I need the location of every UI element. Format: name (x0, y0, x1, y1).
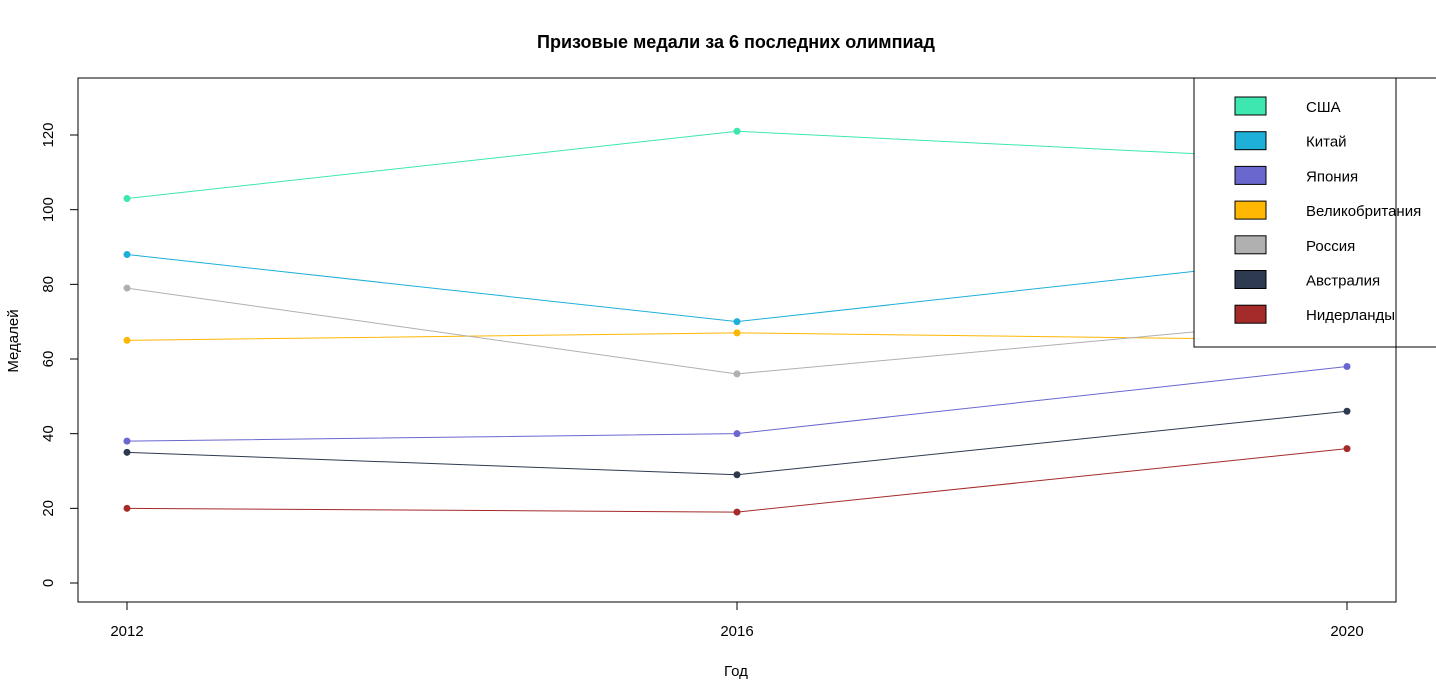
data-point (733, 508, 741, 516)
legend-swatch (1234, 165, 1267, 185)
x-tick-label: 2016 (720, 623, 753, 640)
data-point (1343, 362, 1351, 370)
y-axis-label: Медалей (5, 309, 22, 372)
y-tick-label: 0 (40, 579, 57, 587)
legend-label: Китай (1306, 134, 1347, 151)
x-tick-label: 2012 (110, 623, 143, 640)
data-point (733, 430, 741, 438)
axes-layer: 2012 2016 2020 0 20 40 60 80 100 120 (40, 122, 1364, 640)
y-tick-label: 60 (40, 351, 57, 368)
data-point (733, 318, 741, 326)
chart-title: Призовые медали за 6 последних олимпиад (537, 32, 935, 52)
data-point (123, 284, 131, 292)
series-line (126, 410, 1348, 476)
series-5 (123, 407, 1351, 479)
legend-swatch (1234, 200, 1267, 220)
legend-swatch (1234, 131, 1267, 151)
data-point (123, 437, 131, 445)
y-tick-label: 100 (40, 197, 57, 222)
series-3 (123, 329, 1351, 344)
legend-label: Япония (1306, 168, 1358, 185)
series-line (126, 130, 1348, 199)
series-2 (123, 362, 1351, 445)
y-tick-label: 120 (40, 122, 57, 147)
y-tick-label: 20 (40, 500, 57, 517)
series-1 (123, 250, 1351, 326)
legend-label: США (1306, 99, 1341, 116)
legend-label: Австралия (1306, 273, 1380, 290)
data-point (123, 448, 131, 456)
data-point (733, 127, 741, 135)
series-line (126, 253, 1348, 323)
data-point (733, 329, 741, 337)
plot-frame (77, 77, 1397, 603)
data-point (123, 250, 131, 258)
legend-label: Россия (1306, 238, 1355, 255)
series-6 (123, 445, 1351, 516)
data-point (733, 370, 741, 378)
legend-label: Великобритания (1306, 203, 1421, 220)
data-point (733, 471, 741, 479)
x-tick-label: 2020 (1330, 623, 1363, 640)
data-point (123, 194, 131, 202)
data-point (1343, 407, 1351, 415)
series-0 (123, 127, 1351, 202)
x-axis-label: Год (724, 663, 748, 680)
series-layer (123, 127, 1351, 516)
data-point (123, 336, 131, 344)
data-point (1343, 445, 1351, 453)
y-tick-label: 40 (40, 425, 57, 442)
y-tick-label: 80 (40, 276, 57, 293)
legend: США Китай Япония Великобритания Россия Австра… (1193, 77, 1436, 348)
legend-swatch (1234, 304, 1267, 324)
legend-swatch (1234, 96, 1267, 116)
legend-swatch (1234, 235, 1267, 255)
data-point (123, 504, 131, 512)
series-line (126, 448, 1348, 513)
legend-label: Нидерланды (1306, 307, 1395, 324)
legend-swatch (1234, 270, 1267, 289)
